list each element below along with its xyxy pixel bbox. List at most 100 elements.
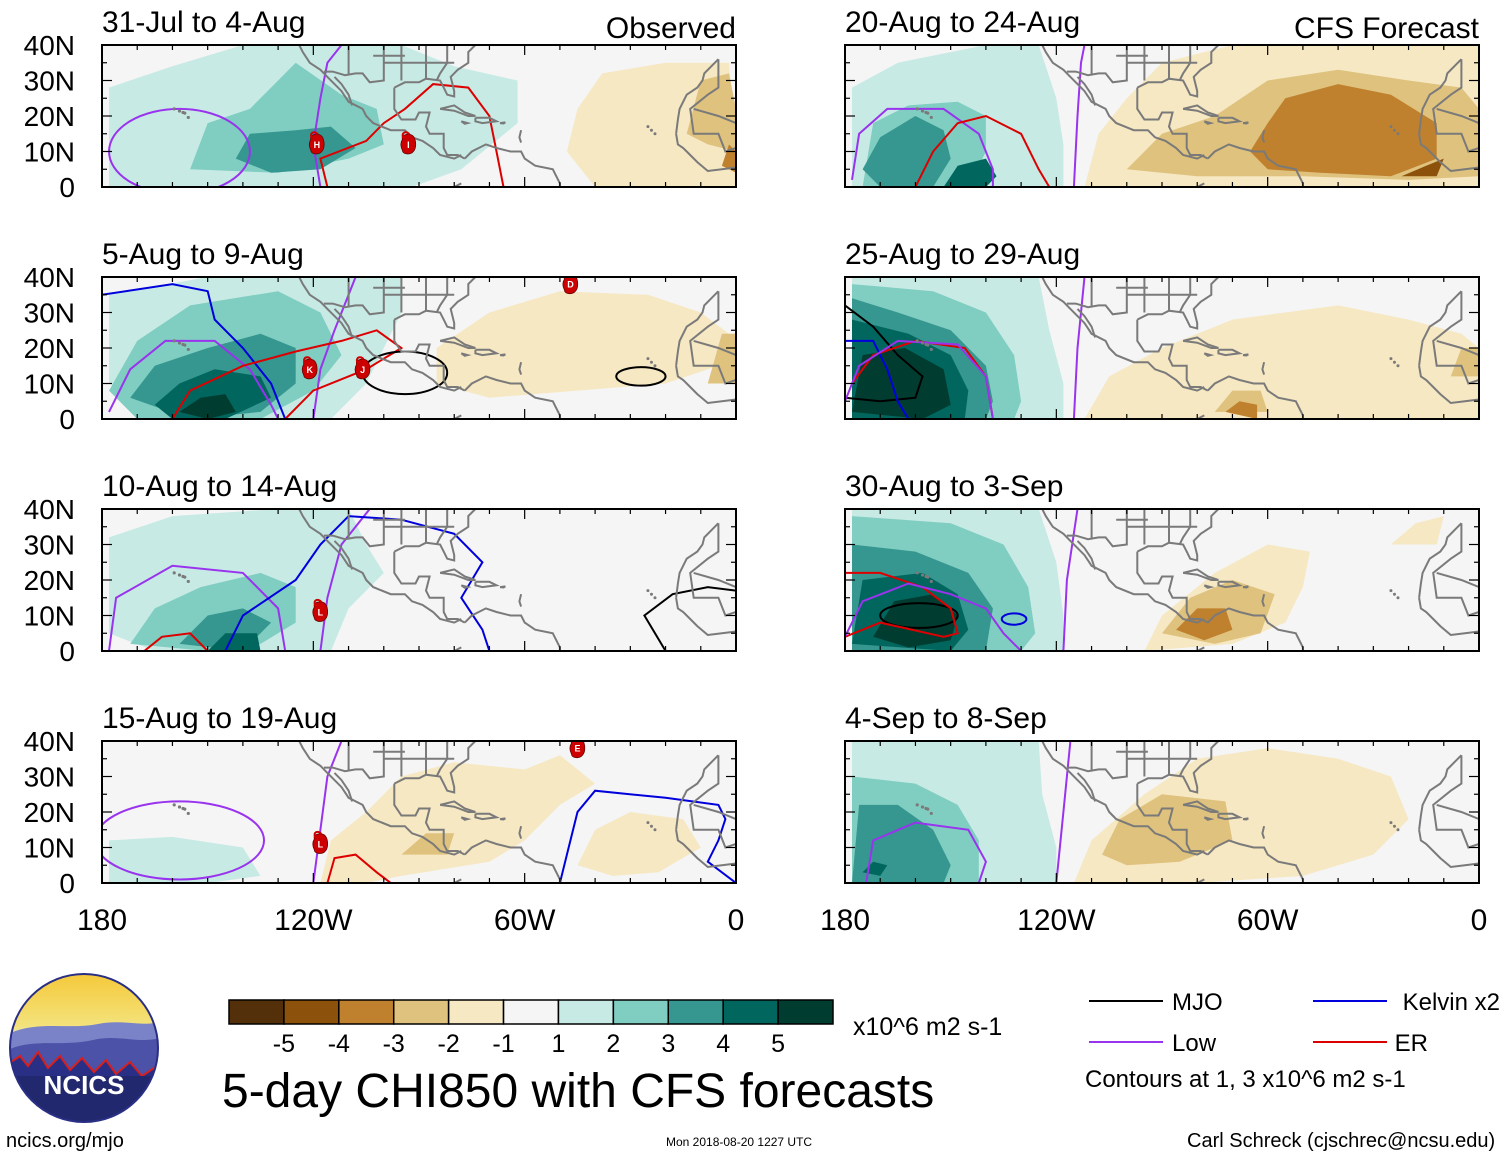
coastline	[1041, 45, 1205, 160]
storm-arm	[303, 356, 312, 364]
cape-verde-island	[1389, 821, 1393, 825]
coastline	[1207, 839, 1304, 883]
colorbar-label: -4	[328, 1030, 350, 1058]
er-contour	[319, 83, 505, 187]
y-tick-label: 30N	[24, 530, 75, 561]
map-panel-fc2[interactable]	[844, 276, 1480, 420]
storm-arm	[310, 131, 319, 139]
border	[1178, 45, 1192, 81]
storm-marker[interactable]: L	[312, 830, 329, 854]
low-contour	[108, 564, 287, 651]
panel-content: LE	[102, 736, 736, 883]
map-panel-fc4[interactable]	[844, 740, 1480, 884]
coastline	[1041, 741, 1205, 856]
border	[1066, 509, 1128, 548]
panel-period-title: 25-Aug to 29-Aug	[845, 238, 1080, 271]
map-panel-obs4[interactable]: LE	[95, 736, 737, 884]
coastline	[460, 120, 472, 125]
kelvin-contour	[845, 339, 910, 419]
coastline	[499, 585, 506, 589]
storm-marker[interactable]: H	[308, 131, 325, 155]
chi-anomaly-region	[1401, 158, 1444, 177]
footer-author[interactable]: Carl Schreck (cjschrec@ncsu.edu)	[1187, 1130, 1496, 1152]
border	[1436, 339, 1479, 357]
kelvin-contour	[102, 283, 287, 419]
chi-anomaly-region	[577, 812, 701, 876]
hawaii-island	[177, 109, 182, 113]
hawaii-island	[915, 339, 919, 343]
er-contour	[326, 853, 392, 883]
cape-verde-island	[1389, 589, 1393, 593]
low-contour	[319, 509, 371, 651]
colorbar-label: 5	[771, 1030, 785, 1058]
low-contour	[312, 277, 357, 419]
map-panel-obs3[interactable]: L	[101, 508, 737, 652]
coastline	[474, 812, 500, 821]
chi-anomaly-region	[320, 755, 596, 883]
chi-anomaly-region	[1390, 516, 1444, 545]
hawaii-island	[172, 803, 176, 807]
coastline	[675, 754, 720, 830]
map-panel-fc3[interactable]	[844, 508, 1480, 652]
colorbar-units: x10^6 m2 s-1	[853, 1013, 1003, 1041]
coastline	[393, 277, 477, 330]
chi-anomaly-region	[179, 394, 236, 419]
coastline	[474, 580, 500, 589]
panel-content	[845, 277, 1479, 419]
hawaii-island	[183, 807, 187, 811]
coastline	[1207, 143, 1304, 187]
storm-marker[interactable]: E	[569, 736, 586, 758]
coastline	[675, 365, 736, 405]
footer-website[interactable]: ncics.org/mjo	[6, 1130, 124, 1152]
chi-anomaly-region	[235, 126, 356, 173]
y-tick-label: 40N	[24, 262, 75, 293]
cape-verde-island	[646, 125, 650, 129]
coastline	[393, 319, 466, 392]
coastline	[1242, 121, 1249, 125]
border	[323, 509, 385, 548]
hawaii-island	[929, 579, 933, 584]
y-tick-label: 0	[59, 868, 75, 899]
coastline	[1418, 597, 1479, 637]
storm-marker[interactable]: K	[301, 356, 318, 380]
chi-anomaly-region	[873, 594, 958, 648]
hawaii-island	[183, 343, 187, 347]
coastline	[1261, 129, 1266, 143]
cape-verde-island	[1389, 125, 1393, 129]
cape-verde-island	[1392, 592, 1396, 596]
cape-verde-island	[649, 824, 653, 828]
chi-anomaly-region	[436, 291, 729, 398]
coastline	[298, 509, 462, 624]
colorbar-swatch	[228, 999, 285, 1025]
storm-marker[interactable]: I	[400, 131, 417, 155]
border	[689, 59, 736, 153]
coastline	[439, 336, 476, 349]
border	[1066, 45, 1128, 84]
border	[1178, 741, 1192, 777]
map-panel-obs2[interactable]: K J D	[101, 272, 737, 420]
coastline	[1136, 783, 1209, 856]
storm-marker[interactable]: D	[562, 272, 579, 294]
border	[1436, 571, 1479, 589]
cape-verde-island	[646, 357, 650, 361]
colorbar-swatch	[667, 999, 724, 1025]
coastline	[1182, 568, 1219, 581]
map-panel-fc1[interactable]	[844, 44, 1480, 188]
panel-content: L	[108, 509, 736, 651]
storm-icon	[354, 358, 371, 380]
coastline	[675, 58, 720, 134]
storm-marker[interactable]: L	[312, 598, 329, 622]
footer-timestamp: Mon 2018-08-20 1227 UTC	[666, 1135, 813, 1149]
coastline	[1203, 584, 1215, 589]
coastline	[1136, 277, 1220, 330]
coastline	[1242, 585, 1249, 589]
colorbar-label: 2	[606, 1030, 620, 1058]
coastline	[439, 104, 476, 117]
hawaii-island	[186, 811, 190, 816]
storm-marker[interactable]: J	[354, 356, 371, 380]
chi-anomaly-region	[207, 633, 261, 651]
coastline	[499, 353, 506, 357]
y-tick-label: 0	[59, 172, 75, 203]
